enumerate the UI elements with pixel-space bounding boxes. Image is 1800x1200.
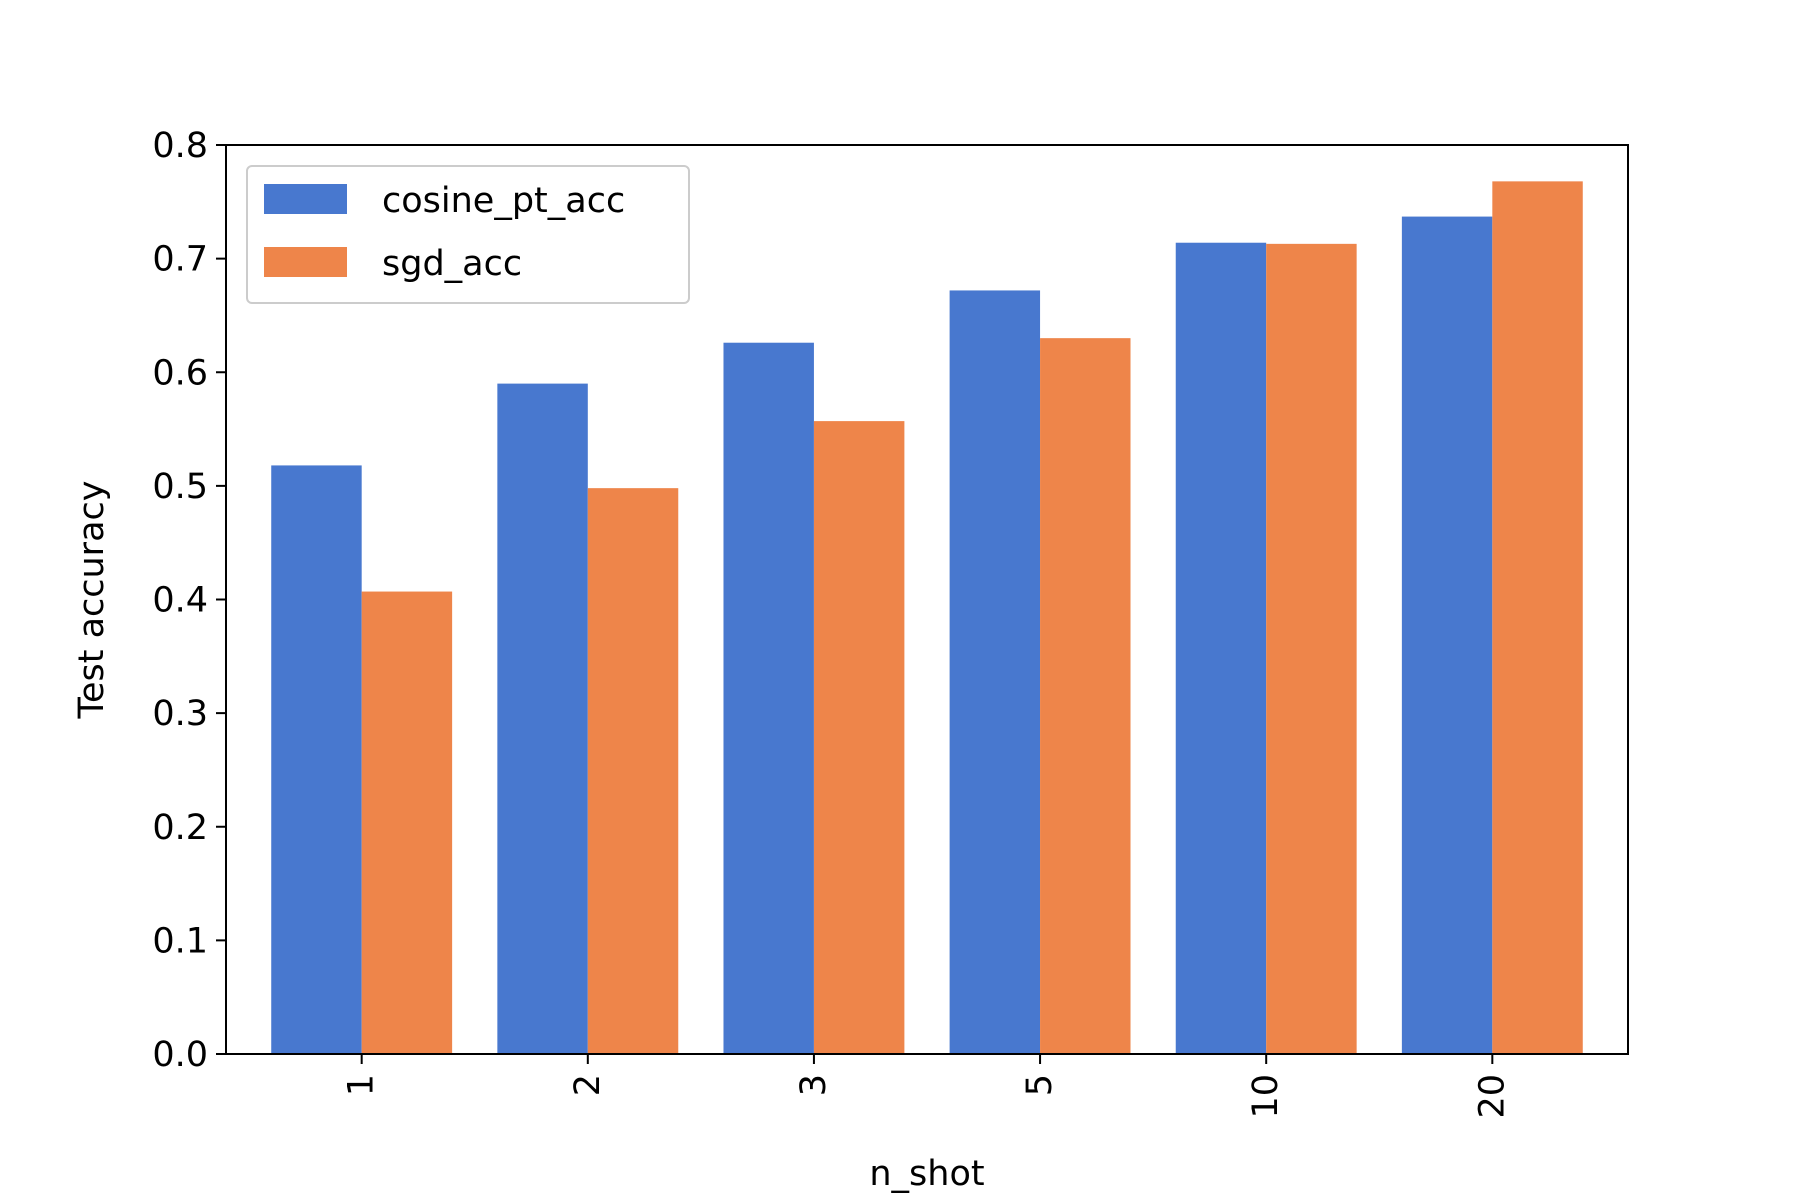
x-tick-label: 1 [342,1074,382,1096]
x-axis-ticks: 1 2 3 5 10 20 [342,1054,1512,1119]
y-tick-label: 0.5 [152,467,208,507]
legend-swatch-sgd_acc [264,247,347,277]
bars-layer [271,181,1583,1055]
bar-cosine_pt_acc-2 [497,383,588,1054]
x-tick-label: 3 [794,1074,834,1096]
bar-cosine_pt_acc-5 [949,290,1041,1054]
bar-cosine_pt_acc-1 [271,465,362,1054]
x-tick-label: 5 [1020,1074,1060,1096]
y-tick-label: 0.7 [152,240,208,280]
bar-sgd_acc-2 [587,488,679,1054]
y-tick-label: 0.3 [152,694,208,734]
y-tick-label: 0.0 [152,1035,208,1075]
bar-sgd_acc-3 [813,421,905,1054]
y-tick-label: 0.2 [152,808,208,848]
legend-swatch-cosine_pt_acc [264,184,347,214]
bar-cosine_pt_acc-10 [1175,242,1267,1055]
bar-sgd_acc-10 [1266,243,1357,1055]
x-tick-label: 2 [568,1074,608,1096]
bar-sgd_acc-20 [1492,181,1583,1055]
legend-label-cosine_pt_acc: cosine_pt_acc [382,181,625,221]
y-tick-label: 0.6 [152,353,208,393]
bar-sgd_acc-1 [361,591,453,1054]
y-axis-label: Test accuracy [72,481,112,720]
y-axis-ticks: 0.0 0.1 0.2 0.3 0.4 0.5 0.6 0.7 0.8 [152,126,226,1075]
bar-cosine_pt_acc-3 [723,342,814,1055]
y-tick-label: 0.4 [152,581,208,621]
legend-box [246,165,690,304]
y-tick-label: 0.1 [152,921,208,961]
legend-label-sgd_acc: sgd_acc [382,244,522,284]
legend: cosine_pt_acc sgd_acc [246,165,690,304]
x-tick-label: 10 [1246,1074,1286,1119]
bar-cosine_pt_acc-20 [1401,216,1493,1054]
x-axis-label: n_shot [869,1154,984,1194]
x-tick-label: 20 [1472,1074,1512,1119]
bar-sgd_acc-5 [1040,338,1131,1054]
y-tick-label: 0.8 [152,126,208,166]
